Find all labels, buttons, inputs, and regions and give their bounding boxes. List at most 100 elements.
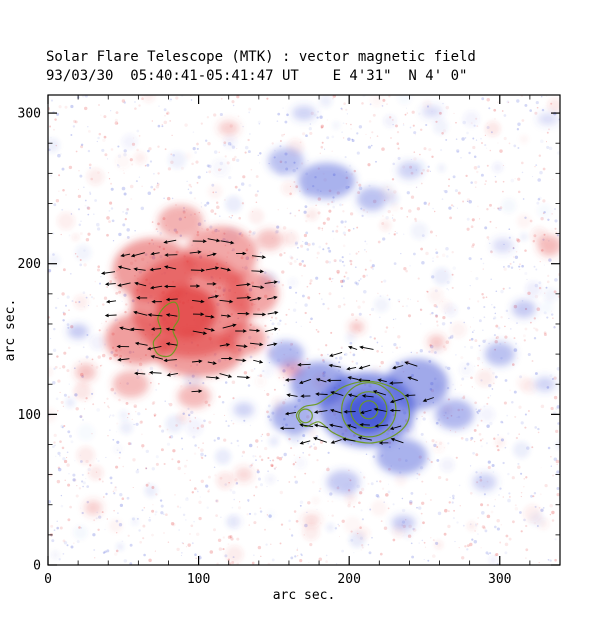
noise-dot bbox=[149, 160, 153, 163]
noise-dot bbox=[431, 439, 435, 443]
noise-dot bbox=[486, 503, 490, 507]
noise-dot bbox=[308, 561, 310, 563]
noise-dot bbox=[300, 325, 302, 328]
noise-dot bbox=[327, 500, 329, 503]
noise-dot bbox=[477, 364, 479, 367]
noise-dot bbox=[511, 476, 515, 480]
noise-dot bbox=[468, 298, 471, 300]
field-vector-arrow bbox=[236, 295, 252, 300]
noise-dot bbox=[542, 199, 546, 203]
noise-dot bbox=[129, 184, 134, 189]
noise-dot bbox=[464, 137, 467, 139]
noise-dot bbox=[360, 509, 363, 512]
noise-dot bbox=[497, 101, 499, 103]
noise-dot bbox=[228, 216, 230, 218]
noise-dot bbox=[423, 558, 425, 561]
noise-dot bbox=[412, 528, 417, 532]
noise-dot bbox=[477, 300, 480, 303]
noise-dot bbox=[482, 339, 486, 344]
noise-dot bbox=[82, 346, 85, 349]
noise-dot bbox=[362, 300, 366, 304]
noise-dot bbox=[492, 371, 495, 375]
noise-dot bbox=[549, 374, 553, 378]
noise-dot bbox=[66, 457, 68, 459]
noise-dot bbox=[227, 535, 232, 539]
noise-smudge bbox=[520, 135, 529, 144]
field-vector-arrow bbox=[192, 330, 208, 335]
noise-dot bbox=[487, 460, 491, 464]
noise-dot bbox=[379, 295, 382, 297]
noise-dot bbox=[248, 107, 252, 111]
noise-dot bbox=[112, 240, 115, 242]
noise-dot bbox=[488, 383, 492, 388]
noise-dot bbox=[532, 240, 535, 243]
red-polarity-blob bbox=[157, 204, 204, 239]
noise-dot bbox=[286, 207, 288, 209]
noise-dot bbox=[318, 557, 323, 562]
noise-dot bbox=[123, 192, 127, 196]
noise-smudge bbox=[223, 135, 237, 149]
noise-dot bbox=[513, 390, 517, 394]
noise-dot bbox=[339, 259, 342, 262]
noise-dot bbox=[63, 424, 66, 428]
noise-dot bbox=[418, 112, 421, 115]
noise-dot bbox=[364, 268, 367, 271]
noise-dot bbox=[86, 206, 91, 210]
noise-dot bbox=[435, 314, 438, 318]
noise-dot bbox=[452, 205, 455, 208]
noise-dot bbox=[134, 101, 136, 103]
field-vector-arrow bbox=[189, 250, 202, 254]
noise-dot bbox=[545, 95, 548, 97]
noise-dot bbox=[474, 365, 476, 367]
noise-dot bbox=[215, 201, 219, 204]
noise-dot bbox=[417, 277, 420, 280]
noise-dot bbox=[459, 505, 461, 507]
noise-dot bbox=[296, 258, 299, 261]
noise-dot bbox=[552, 178, 554, 181]
noise-dot bbox=[368, 184, 371, 187]
noise-dot bbox=[248, 230, 252, 234]
noise-dot bbox=[112, 490, 114, 492]
noise-dot bbox=[81, 511, 84, 515]
noise-dot bbox=[540, 217, 544, 221]
noise-dot bbox=[423, 201, 427, 205]
noise-dot bbox=[78, 487, 82, 490]
noise-dot bbox=[96, 305, 98, 307]
noise-dot bbox=[217, 436, 220, 440]
noise-dot bbox=[170, 160, 174, 165]
noise-dot bbox=[378, 316, 381, 319]
noise-dot bbox=[406, 112, 409, 114]
noise-dot bbox=[95, 366, 99, 369]
noise-dot bbox=[394, 230, 396, 233]
noise-smudge bbox=[433, 267, 451, 286]
noise-dot bbox=[190, 99, 193, 101]
noise-dot bbox=[381, 222, 385, 225]
noise-dot bbox=[466, 217, 470, 221]
noise-dot bbox=[200, 206, 202, 208]
noise-dot bbox=[232, 104, 235, 107]
noise-smudge bbox=[307, 196, 316, 205]
noise-dot bbox=[308, 453, 311, 457]
noise-dot bbox=[147, 481, 151, 485]
noise-dot bbox=[278, 457, 283, 461]
noise-dot bbox=[435, 421, 439, 425]
noise-dot bbox=[327, 307, 330, 310]
noise-dot bbox=[250, 169, 253, 171]
noise-dot bbox=[433, 210, 436, 213]
noise-smudge bbox=[144, 484, 157, 498]
field-vector-arrow bbox=[392, 365, 404, 370]
noise-dot bbox=[525, 557, 527, 559]
noise-dot bbox=[334, 527, 338, 530]
noise-dot bbox=[472, 145, 476, 150]
noise-dot bbox=[293, 259, 297, 263]
noise-dot bbox=[353, 552, 355, 554]
noise-dot bbox=[368, 120, 372, 123]
noise-dot bbox=[89, 464, 92, 467]
noise-dot bbox=[184, 519, 187, 521]
noise-dot bbox=[99, 364, 102, 367]
noise-dot bbox=[125, 401, 129, 405]
noise-dot bbox=[206, 506, 209, 509]
noise-dot bbox=[362, 274, 366, 278]
noise-dot bbox=[249, 355, 253, 359]
noise-dot bbox=[94, 280, 97, 283]
